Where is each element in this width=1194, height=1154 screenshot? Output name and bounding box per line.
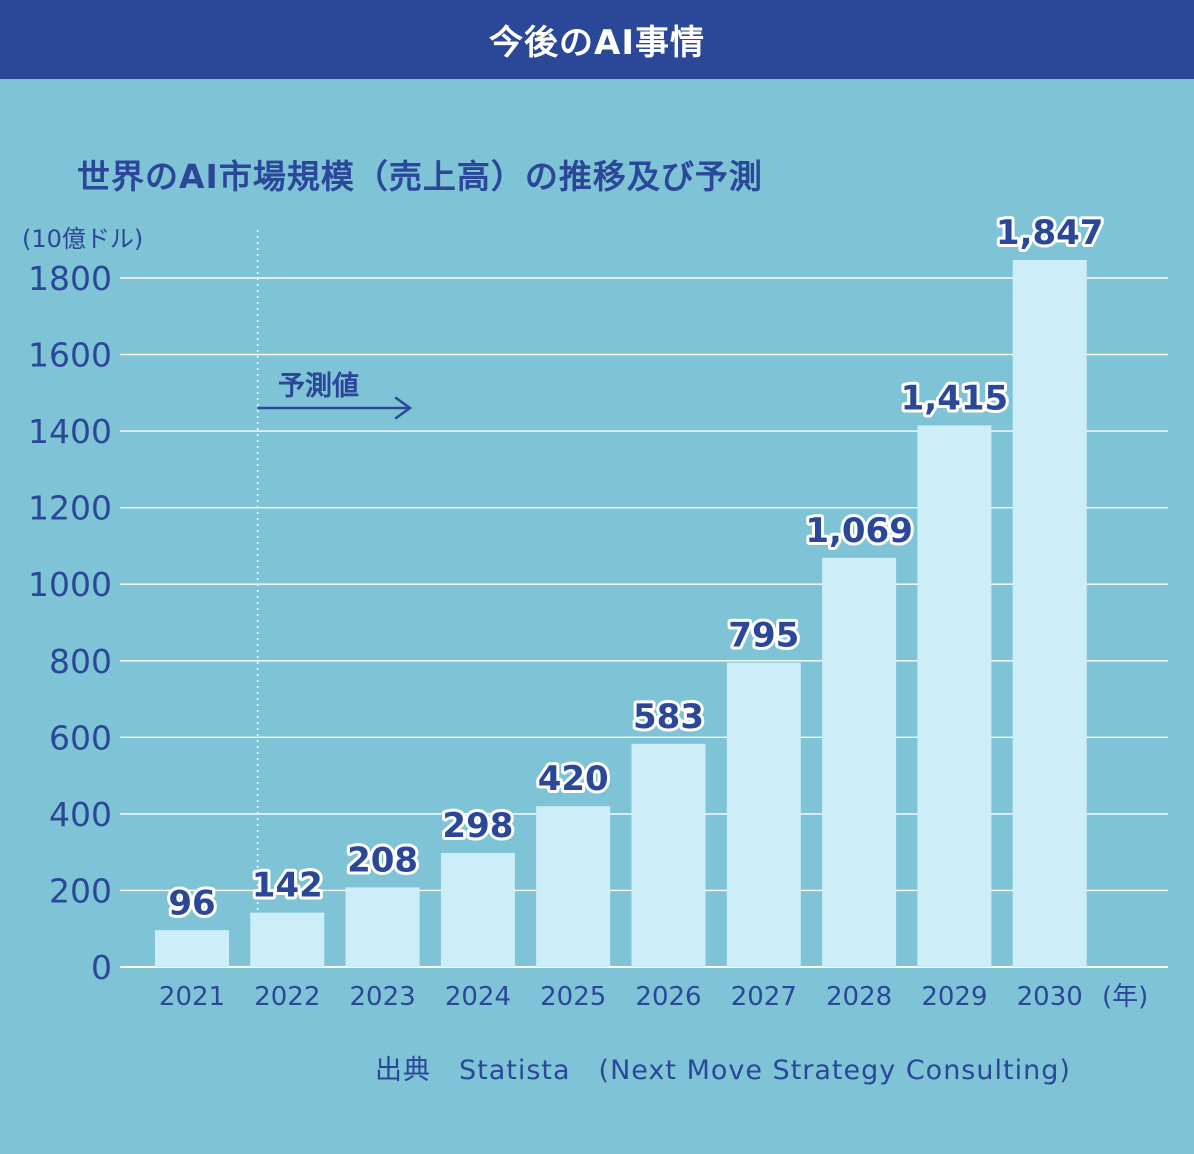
y-tick-label: 1600 <box>28 336 112 375</box>
y-tick-label: 1000 <box>28 565 112 604</box>
y-tick-label: 1200 <box>28 489 112 528</box>
x-axis-unit-label: (年) <box>1102 982 1148 1012</box>
y-tick-label: 800 <box>49 642 112 681</box>
x-tick-label: 2021 <box>159 982 225 1012</box>
y-tick-label: 200 <box>49 871 112 910</box>
bar-value-label: 583 <box>633 697 704 737</box>
x-tick-label: 2022 <box>254 982 320 1012</box>
forecast-arrow-head <box>394 396 413 420</box>
chart-title: 世界のAI市場規模（売上高）の推移及び予測 <box>77 157 763 196</box>
bar-value-label: 96 <box>168 883 215 923</box>
y-tick-label: 400 <box>49 795 112 834</box>
bar <box>155 930 229 967</box>
x-tick-label: 2024 <box>445 982 511 1012</box>
bar <box>536 806 611 967</box>
bar <box>250 912 325 967</box>
bar-value-label: 298 <box>442 806 513 846</box>
y-tick-label: 0 <box>91 948 112 987</box>
x-tick-label: 2023 <box>350 982 416 1012</box>
bar-value-label: 795 <box>728 616 799 656</box>
header-banner: 今後のAI事情 <box>0 0 1194 79</box>
bar-value-label: 1,415 <box>901 378 1009 418</box>
bar <box>1012 260 1087 968</box>
bar-value-label: 1,847 <box>996 213 1104 253</box>
y-tick-label: 600 <box>49 718 112 757</box>
y-tick-label: 1400 <box>28 412 112 451</box>
forecast-label: 予測値 <box>278 371 359 402</box>
bar-value-label: 420 <box>538 759 609 799</box>
bar <box>440 852 515 967</box>
y-axis-unit-label: (10億ドル) <box>22 225 144 253</box>
bar-value-label: 1,069 <box>805 511 913 551</box>
x-tick-label: 2029 <box>921 982 987 1012</box>
bar-value-label: 208 <box>347 840 418 880</box>
bar <box>726 662 801 967</box>
bar <box>917 425 992 967</box>
header-title: 今後のAI事情 <box>489 23 705 63</box>
y-tick-label: 1800 <box>28 259 112 298</box>
x-tick-label: 2026 <box>635 982 701 1012</box>
source-note: 出典 Statista (Next Move Strategy Consulti… <box>375 1055 1071 1086</box>
x-tick-label: 2030 <box>1017 982 1083 1012</box>
bar <box>631 743 706 967</box>
bar <box>822 557 897 967</box>
x-tick-label: 2027 <box>731 982 797 1012</box>
x-tick-label: 2028 <box>826 982 892 1012</box>
bar-value-label: 142 <box>252 866 323 906</box>
x-tick-label: 2025 <box>540 982 606 1012</box>
bar <box>345 887 420 967</box>
